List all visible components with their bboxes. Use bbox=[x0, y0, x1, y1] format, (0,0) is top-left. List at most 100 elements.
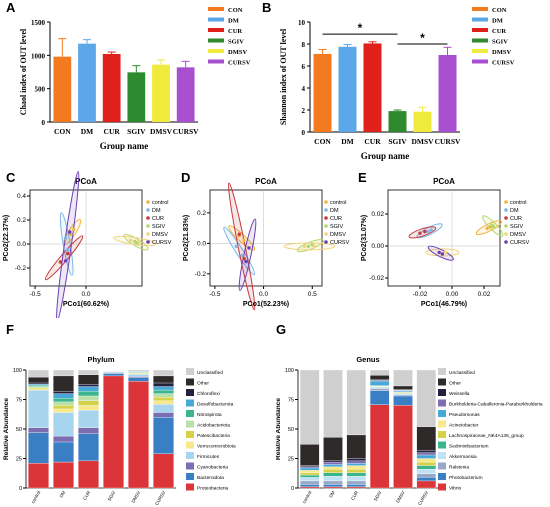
legend-label: Other bbox=[449, 381, 461, 387]
x-tick-label: DM bbox=[341, 137, 354, 146]
segment-unclassified bbox=[323, 369, 343, 438]
segment-other bbox=[369, 375, 390, 380]
y-axis-title: PCo2(31.07%) bbox=[361, 215, 368, 261]
bar-dm bbox=[78, 43, 96, 122]
legend-label: CURSV bbox=[492, 60, 515, 67]
legend-label: DM bbox=[152, 208, 161, 214]
legend-swatch bbox=[186, 420, 194, 428]
x-axis-title: Group name bbox=[361, 151, 410, 161]
segment-verrucomicrobiota bbox=[78, 405, 99, 411]
pcoa-chart-e: PCoA -0.02 0.00 0.02 -0.02 0.00 0.02 PCo1(46.79… bbox=[361, 177, 530, 308]
plot-frame bbox=[387, 189, 501, 287]
segment-desulfobacterota bbox=[28, 384, 49, 386]
legend-label: control bbox=[510, 200, 527, 206]
legend-swatch bbox=[208, 17, 224, 22]
point-cursv bbox=[68, 230, 72, 234]
x-tick-label: SGIV bbox=[373, 490, 383, 502]
y-tick-label: 2 bbox=[302, 107, 306, 115]
segment-other bbox=[346, 434, 367, 459]
segment-ralstonia bbox=[299, 480, 320, 485]
legend-label: DMSV bbox=[510, 232, 526, 238]
plot-frame bbox=[209, 189, 323, 287]
legend-swatch bbox=[438, 483, 446, 491]
x-tick-label: 0.0 bbox=[81, 291, 90, 298]
segment-acinetobacter bbox=[323, 466, 343, 470]
legend-label: control bbox=[330, 200, 347, 206]
point-cursv bbox=[63, 259, 68, 263]
y-tick-label: 100 bbox=[13, 368, 22, 374]
segment-other bbox=[28, 376, 49, 384]
segment-acinetobacter bbox=[299, 470, 320, 473]
x-tick-label: SGIV bbox=[388, 137, 407, 146]
segment-vibrio bbox=[369, 404, 390, 489]
x-tick-label: CUR bbox=[350, 489, 360, 501]
segment-acinetobacter bbox=[416, 458, 437, 463]
segment-bacteroidota bbox=[78, 433, 99, 462]
point-dmsv bbox=[129, 238, 133, 243]
y-tick-label: 50 bbox=[16, 427, 22, 433]
segment-bacteroidota bbox=[28, 432, 49, 464]
segment-weissella bbox=[323, 460, 343, 463]
x-tick-label: 0.00 bbox=[446, 291, 459, 298]
segment-patescibacteria bbox=[53, 405, 74, 410]
legend-label: Burkholderia-Caballeronia-Paraburkholder… bbox=[449, 402, 543, 408]
y-tick-label: 25 bbox=[288, 457, 294, 463]
point-dm bbox=[240, 253, 244, 258]
legend-swatch bbox=[472, 49, 488, 53]
segment-akkermansia bbox=[346, 476, 367, 482]
genus-stacked-chart: Genus 0 25 50 75 100 control DM CUR SGIV DMSV CURSV… bbox=[276, 355, 543, 506]
legend-marker bbox=[324, 208, 328, 212]
legend-label: Nitrospirota bbox=[197, 412, 222, 418]
y-tick-label: 0 bbox=[302, 129, 306, 137]
segment-unclassified bbox=[346, 369, 367, 436]
x-axis-title: Group name bbox=[100, 141, 149, 151]
segment-vibrio bbox=[346, 486, 367, 489]
point-cur bbox=[423, 229, 427, 234]
point-sgiv bbox=[490, 223, 494, 227]
legend-label: CUR bbox=[152, 216, 164, 222]
segment-other bbox=[416, 426, 437, 451]
segment-firmicutes bbox=[103, 371, 124, 374]
y-tick-label: 4 bbox=[302, 85, 306, 93]
x-axis-title: PCo1(60.62%) bbox=[63, 301, 109, 308]
segment-burkholderia-caballeronia-paraburkholderia bbox=[299, 466, 320, 469]
x-tick-label: CURSV bbox=[173, 127, 199, 136]
segment-cyanobacteria bbox=[78, 427, 99, 434]
x-tick-label: CUR bbox=[82, 489, 92, 501]
y-tick-label: 1000 bbox=[31, 52, 46, 60]
legend-label: Akkermansia bbox=[449, 454, 477, 460]
segment-proteobacteria bbox=[103, 375, 124, 489]
phylum-stacked-chart: Phylum 0 25 50 75 100 control DM CUR SGIV DMSV CURS… bbox=[3, 355, 236, 506]
panel-label-e: E bbox=[358, 170, 367, 185]
point-cur bbox=[237, 232, 241, 236]
x-tick-label: CON bbox=[314, 137, 331, 146]
legend-label: Firmicutes bbox=[197, 454, 220, 460]
legend-label: Cyanobacteria bbox=[197, 465, 228, 471]
legend-label: CURSV bbox=[228, 60, 251, 67]
legend-swatch bbox=[438, 389, 446, 396]
confidence-ellipse-cur bbox=[228, 182, 256, 311]
legend-label: Sediminibacterium bbox=[449, 444, 488, 450]
legend-label: SGIV bbox=[330, 224, 343, 230]
y-tick-label: 0.0 bbox=[17, 241, 26, 248]
legend-label: Bacteroidota bbox=[197, 475, 224, 481]
legend-swatch bbox=[186, 378, 194, 386]
bar-con bbox=[53, 56, 72, 122]
y-tick-label: 0 bbox=[291, 486, 294, 492]
segment-pseudomonas bbox=[393, 390, 413, 392]
point-cursv bbox=[244, 259, 248, 264]
y-tick-label: -0.02 bbox=[369, 275, 384, 282]
segment-burkholderia-caballeronia-paraburkholderia bbox=[346, 460, 367, 464]
segment-pseudomonas bbox=[416, 454, 437, 459]
segment-acidobacteriota bbox=[153, 393, 174, 398]
legend-swatch bbox=[438, 431, 446, 438]
segment-akkermansia bbox=[323, 476, 343, 482]
legend-swatch bbox=[186, 368, 194, 375]
x-tick-label: CURSV bbox=[435, 137, 461, 146]
segment-proteobacteria bbox=[53, 461, 74, 489]
x-tick-label: DMSV bbox=[395, 490, 406, 504]
legend-label: CURSV bbox=[510, 240, 530, 246]
y-axis-title: Chaol index of OUT level bbox=[19, 28, 28, 115]
